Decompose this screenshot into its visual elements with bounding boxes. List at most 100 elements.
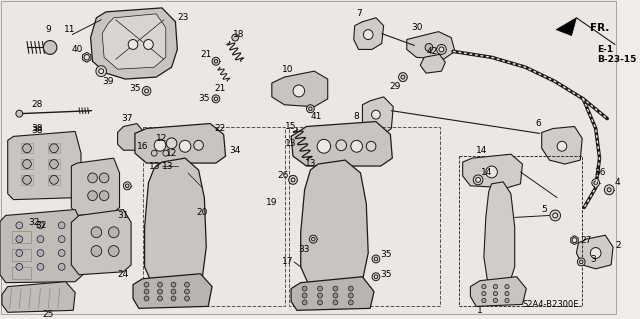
Circle shape bbox=[22, 160, 31, 168]
Text: 24: 24 bbox=[118, 270, 129, 279]
Text: 13: 13 bbox=[148, 161, 160, 171]
Text: 33: 33 bbox=[298, 245, 309, 254]
Circle shape bbox=[505, 298, 509, 303]
Circle shape bbox=[145, 89, 148, 93]
Text: 7: 7 bbox=[356, 9, 362, 18]
Polygon shape bbox=[484, 182, 515, 289]
Circle shape bbox=[493, 298, 497, 303]
Circle shape bbox=[372, 273, 380, 281]
Text: 13: 13 bbox=[162, 161, 173, 171]
Text: 36: 36 bbox=[594, 168, 605, 177]
Circle shape bbox=[374, 275, 378, 278]
Circle shape bbox=[351, 140, 362, 152]
Text: 40: 40 bbox=[72, 45, 83, 54]
Text: 11: 11 bbox=[63, 25, 75, 34]
Text: 34: 34 bbox=[230, 146, 241, 155]
Text: 35: 35 bbox=[380, 250, 391, 259]
Text: 30: 30 bbox=[412, 23, 423, 32]
Circle shape bbox=[144, 282, 149, 287]
Polygon shape bbox=[0, 210, 83, 283]
Circle shape bbox=[171, 289, 176, 294]
Text: 6: 6 bbox=[535, 119, 541, 128]
Circle shape bbox=[212, 57, 220, 65]
Circle shape bbox=[553, 213, 557, 218]
Polygon shape bbox=[91, 8, 177, 79]
Polygon shape bbox=[135, 123, 225, 163]
Circle shape bbox=[58, 249, 65, 256]
Text: 42: 42 bbox=[426, 47, 438, 56]
Text: 14: 14 bbox=[476, 146, 488, 155]
Circle shape bbox=[37, 236, 44, 243]
Circle shape bbox=[309, 235, 317, 243]
Circle shape bbox=[317, 286, 323, 291]
Polygon shape bbox=[420, 54, 445, 73]
Circle shape bbox=[604, 185, 614, 195]
Circle shape bbox=[590, 248, 601, 258]
Polygon shape bbox=[118, 123, 143, 150]
Polygon shape bbox=[463, 154, 522, 188]
Circle shape bbox=[592, 179, 600, 187]
Circle shape bbox=[482, 298, 486, 303]
Circle shape bbox=[333, 286, 338, 291]
Polygon shape bbox=[83, 52, 91, 62]
Text: 38: 38 bbox=[31, 124, 42, 133]
Circle shape bbox=[505, 285, 509, 289]
Circle shape bbox=[212, 95, 220, 103]
Text: 31: 31 bbox=[118, 211, 129, 220]
Polygon shape bbox=[571, 236, 579, 245]
Circle shape bbox=[348, 293, 353, 298]
Circle shape bbox=[142, 86, 151, 95]
Circle shape bbox=[399, 73, 407, 82]
Text: E-1: E-1 bbox=[596, 45, 612, 54]
Text: 1: 1 bbox=[477, 306, 483, 315]
Circle shape bbox=[577, 258, 585, 266]
Text: 8: 8 bbox=[354, 112, 360, 121]
Text: 10: 10 bbox=[282, 65, 293, 74]
Circle shape bbox=[99, 173, 109, 183]
Polygon shape bbox=[71, 210, 131, 275]
Circle shape bbox=[144, 296, 149, 301]
Circle shape bbox=[144, 289, 149, 294]
Text: 32: 32 bbox=[35, 221, 46, 230]
Text: B-23-15: B-23-15 bbox=[596, 55, 636, 64]
Text: 12: 12 bbox=[156, 134, 168, 143]
Circle shape bbox=[336, 140, 346, 151]
Circle shape bbox=[108, 227, 119, 238]
Polygon shape bbox=[272, 71, 328, 107]
Circle shape bbox=[473, 175, 483, 185]
Bar bbox=[12, 267, 31, 279]
Circle shape bbox=[374, 257, 378, 261]
Circle shape bbox=[91, 227, 102, 238]
Circle shape bbox=[124, 182, 131, 190]
Circle shape bbox=[364, 30, 373, 40]
Text: 21: 21 bbox=[214, 85, 225, 93]
Circle shape bbox=[572, 238, 577, 243]
Text: 13: 13 bbox=[305, 159, 316, 167]
Circle shape bbox=[171, 296, 176, 301]
Circle shape bbox=[22, 144, 31, 153]
Circle shape bbox=[157, 296, 163, 301]
Circle shape bbox=[143, 40, 153, 49]
Polygon shape bbox=[577, 235, 613, 269]
Circle shape bbox=[214, 97, 218, 100]
Circle shape bbox=[58, 236, 65, 243]
Text: 39: 39 bbox=[102, 77, 114, 85]
Text: 37: 37 bbox=[122, 114, 133, 123]
Bar bbox=[12, 231, 31, 243]
Text: 32: 32 bbox=[28, 218, 40, 227]
Text: 9: 9 bbox=[45, 25, 51, 34]
Circle shape bbox=[482, 291, 486, 296]
Text: 41: 41 bbox=[310, 112, 322, 121]
Bar bbox=[21, 159, 33, 169]
Circle shape bbox=[317, 293, 323, 298]
Circle shape bbox=[154, 139, 166, 151]
Text: 4: 4 bbox=[615, 178, 621, 187]
Bar bbox=[459, 156, 582, 306]
Text: 26: 26 bbox=[278, 171, 289, 181]
Circle shape bbox=[91, 246, 102, 256]
Circle shape bbox=[372, 110, 380, 119]
Text: 29: 29 bbox=[390, 83, 401, 92]
Circle shape bbox=[16, 110, 22, 117]
Circle shape bbox=[302, 300, 307, 305]
Circle shape bbox=[333, 300, 338, 305]
